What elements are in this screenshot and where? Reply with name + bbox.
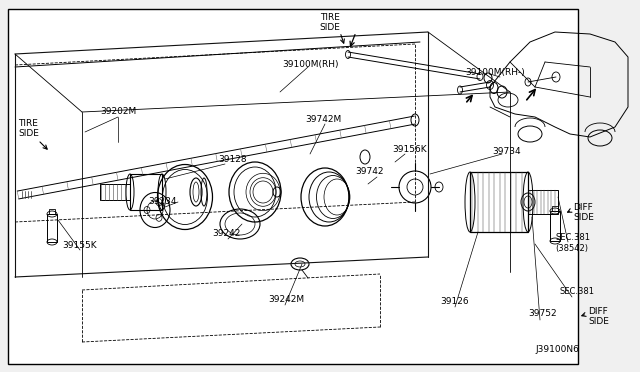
Text: 39202M: 39202M — [100, 108, 136, 116]
Text: SIDE: SIDE — [573, 214, 594, 222]
Text: 39100M(RH): 39100M(RH) — [282, 60, 339, 68]
Text: TIRE: TIRE — [320, 13, 340, 22]
Text: 39742M: 39742M — [305, 115, 341, 125]
Bar — [8, 9, 578, 364]
Text: 39742: 39742 — [355, 167, 383, 176]
Text: J39100N6: J39100N6 — [535, 346, 579, 355]
Bar — [470, 172, 528, 232]
Bar — [130, 174, 162, 210]
Bar — [49, 209, 55, 214]
Text: 39752: 39752 — [528, 310, 557, 318]
Text: 39234: 39234 — [148, 198, 177, 206]
Text: DIFF: DIFF — [573, 203, 593, 212]
Bar — [47, 214, 57, 242]
Text: TIRE: TIRE — [18, 119, 38, 128]
Text: SIDE: SIDE — [588, 317, 609, 327]
Bar — [100, 184, 130, 200]
Bar — [550, 211, 560, 241]
Text: SIDE: SIDE — [319, 23, 340, 32]
Text: 39242M: 39242M — [268, 295, 304, 305]
Bar — [552, 206, 558, 211]
Text: (38542): (38542) — [555, 244, 588, 253]
Text: SEC.381: SEC.381 — [555, 232, 590, 241]
Text: 39100M(RH-): 39100M(RH-) — [465, 67, 525, 77]
Text: 39156K: 39156K — [392, 145, 427, 154]
Text: DIFF: DIFF — [588, 308, 608, 317]
Text: SIDE: SIDE — [18, 129, 39, 138]
Text: SEC.381: SEC.381 — [560, 288, 595, 296]
Text: 39155K: 39155K — [62, 241, 97, 250]
Text: 39242: 39242 — [212, 230, 241, 238]
Text: 39126: 39126 — [440, 298, 468, 307]
Text: 39128: 39128 — [218, 155, 246, 164]
Bar — [528, 190, 558, 214]
Text: 39734: 39734 — [492, 148, 520, 157]
